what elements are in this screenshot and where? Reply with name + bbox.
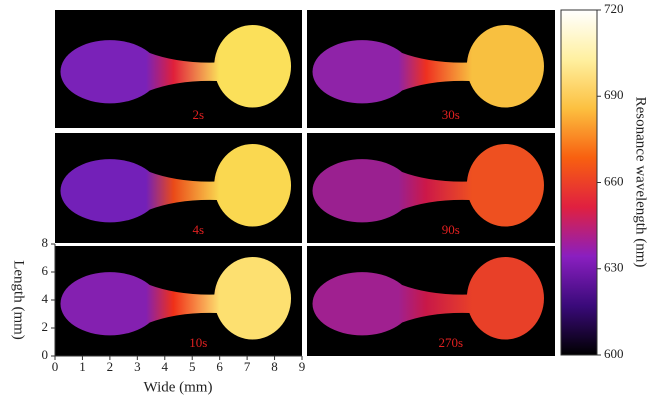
y-axis-label: Length (mm) — [11, 260, 27, 340]
colorbar-tick-label: 600 — [604, 346, 624, 361]
left-lobe — [312, 272, 412, 336]
left-lobe — [312, 40, 412, 104]
colorbar-label: Resonance wavelength (nm) — [633, 97, 649, 268]
y-tick-label: 6 — [42, 263, 49, 278]
colorbar-tick-label: 720 — [604, 1, 624, 16]
specimen — [312, 257, 544, 340]
left-lobe — [60, 40, 160, 104]
left-lobe — [60, 159, 160, 223]
colorbar — [560, 9, 598, 356]
y-tick-label: 4 — [42, 291, 49, 306]
panel-label: 90s — [442, 222, 460, 237]
x-tick-label: 6 — [216, 359, 223, 374]
y-tick-label: 0 — [42, 347, 49, 362]
colorbar-tick-label: 660 — [604, 173, 624, 188]
specimen — [60, 257, 292, 340]
x-tick-label: 9 — [299, 359, 306, 374]
neck — [148, 284, 226, 323]
right-lobe — [214, 257, 292, 340]
panel-label: 4s — [192, 222, 204, 237]
specimen — [312, 144, 544, 227]
neck — [148, 52, 226, 91]
neck — [400, 171, 478, 210]
x-tick-label: 3 — [134, 359, 141, 374]
x-tick-label: 1 — [79, 359, 86, 374]
specimen — [312, 25, 544, 108]
right-lobe — [466, 257, 544, 340]
y-tick-label: 2 — [42, 319, 49, 334]
specimen — [60, 25, 292, 108]
y-tick-label: 8 — [42, 235, 49, 250]
specimen — [60, 144, 292, 227]
panel-label: 270s — [439, 335, 464, 350]
x-tick-label: 8 — [271, 359, 278, 374]
neck — [400, 52, 478, 91]
x-axis-label: Wide (mm) — [144, 379, 213, 395]
neck — [148, 171, 226, 210]
x-tick-label: 0 — [52, 359, 59, 374]
colorbar-tick-label: 630 — [604, 260, 624, 275]
right-lobe — [214, 25, 292, 108]
panel-label: 10s — [189, 335, 207, 350]
panel-label: 30s — [442, 107, 460, 122]
panel-label: 2s — [192, 107, 204, 122]
x-tick-label: 7 — [244, 359, 251, 374]
left-lobe — [312, 159, 412, 223]
x-tick-label: 4 — [162, 359, 169, 374]
left-lobe — [60, 272, 160, 336]
neck — [400, 284, 478, 323]
right-lobe — [214, 144, 292, 227]
x-tick-label: 5 — [189, 359, 196, 374]
colorbar-tick-label: 690 — [604, 87, 624, 102]
x-tick-label: 2 — [107, 359, 114, 374]
right-lobe — [466, 144, 544, 227]
right-lobe — [466, 25, 544, 108]
